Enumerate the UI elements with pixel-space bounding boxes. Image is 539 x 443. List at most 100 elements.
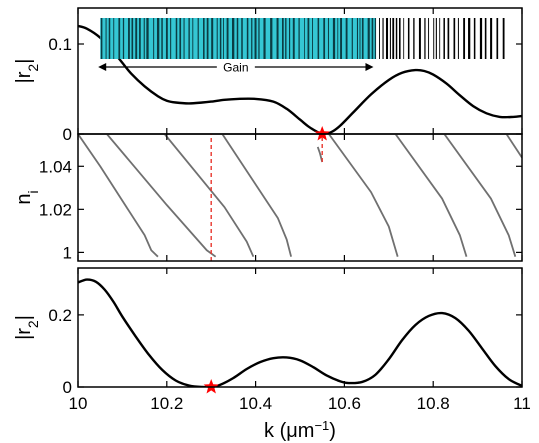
grating-stripe [188,18,190,59]
grating-stripe [118,18,121,59]
grating-stripe [337,18,339,59]
series-line [221,134,292,257]
grating-stripe [385,18,389,59]
gain-arrow: Gain [98,59,374,75]
gain-label: Gain [223,61,248,75]
y-axis-label-end: | [13,59,35,64]
grating-stripe [135,18,138,59]
grating-stripe [226,18,229,59]
x-tick-label: 11 [513,394,531,413]
grating-stripe [241,18,243,59]
grating-stripe [203,18,205,59]
grating-stripe [100,18,103,59]
grating-stripe [298,18,300,59]
grating-stripe [323,18,326,59]
grating-stripe [307,18,310,59]
grating-stripe [216,18,218,59]
y-tick-label: 0.1 [48,35,72,54]
grating-stripe [192,18,194,59]
grating-stripe [206,18,209,59]
grating-stripe [304,18,305,59]
series-line [106,134,217,258]
grating-stripe [359,18,361,59]
y-tick-label: 1.04 [39,157,72,176]
grating-stripe [236,18,239,59]
grating-stripe [453,18,456,59]
grating-stripe [340,18,343,59]
grating-stripe [345,18,348,59]
grating-stripe [292,18,295,59]
grating-stripe [131,18,134,59]
plot-area [78,134,522,261]
grating-stripe [439,18,441,59]
bottom-panel: 0 0.2 10 10.2 10.4 10.6 10.8 11 |r2| k (μm−1) [13,267,531,443]
series-line [505,134,522,159]
grating-stripe [285,18,287,59]
y-axis-label: |r2| [13,315,41,340]
x-tick-label: 10.8 [417,394,450,413]
y-axis-label-main: n [13,194,35,205]
y-tick-label: 1 [63,243,72,262]
grating-stripe [479,18,483,59]
y-tick-label: 1.02 [39,200,72,219]
x-tick-label: 10.2 [150,394,183,413]
grating-stripe [146,18,149,59]
gain-label-bg [216,59,255,74]
series-line [443,134,517,257]
plot-area [78,278,522,387]
y-axis-label: ni [13,190,41,204]
grating-stripe [179,18,182,59]
x-axis-label: k (μm−1) [264,418,336,443]
series-line [78,278,522,387]
grating-stripe [258,18,260,59]
grating-stripe [281,18,284,59]
grating-stripe [435,18,437,59]
grating-stripe [447,18,450,59]
grating-stripe [312,18,314,59]
grating-stripe [457,18,459,59]
grating-stripe [424,18,426,59]
axes-frame [77,133,523,262]
grating-stripe [113,18,115,59]
grating-stripe [407,18,410,59]
grating-stripe [403,18,405,59]
grating-stripe [371,18,374,59]
grating-stripe [231,18,235,59]
grating-stripe [254,18,257,59]
series-line [163,134,255,258]
grating-stripe [374,18,377,59]
grating-stripe [463,18,466,59]
grating-stripe [219,18,222,59]
grating-stripe [428,18,430,59]
grating-stripe [473,18,476,59]
grating-stripe [413,18,415,59]
series-line [328,134,399,257]
x-axis-label-superscript: −1 [314,418,329,433]
axes-frame [77,267,523,388]
series-line [78,134,159,258]
grating-stripe [251,18,253,59]
grating-stripe [153,18,155,59]
gain-arrow-head-right [365,63,374,71]
grating-stripe [211,18,214,59]
grating-stripe [443,18,445,59]
grating-stripe [183,18,185,59]
grating-stripe [367,18,370,59]
grating-stripe [175,18,178,59]
grating-stripe [246,18,249,59]
grating-stripe [379,18,380,59]
gain-arrow-head-left [98,63,107,71]
grating-stripe [327,18,329,59]
y-axis-label-subscript: 2 [25,64,41,72]
grating-stripe [317,18,320,59]
grating-stripe [418,18,421,59]
grating-stripe [289,18,291,59]
grating-stripe [105,18,107,59]
grating-stripe [382,18,384,59]
grating-stripe [223,18,224,59]
grating-stripe [468,18,471,59]
series-line [316,146,324,163]
grating-stripe [161,18,163,59]
grating-stripe [270,18,273,59]
